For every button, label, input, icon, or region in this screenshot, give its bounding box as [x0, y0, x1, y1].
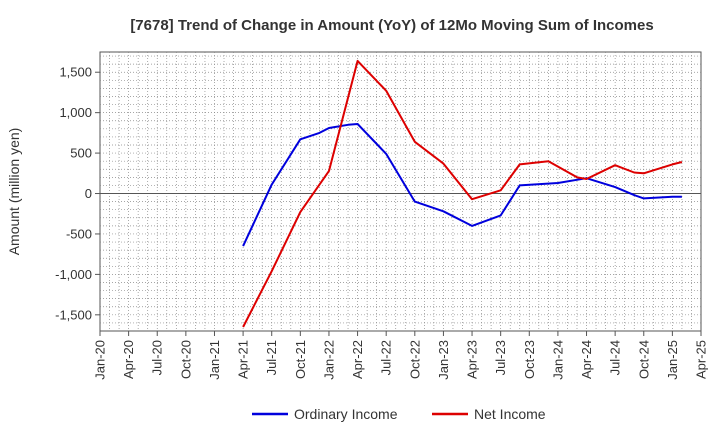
x-tick-label: Jul-22 — [379, 340, 394, 375]
x-tick-label: Apr-24 — [579, 340, 594, 379]
legend-label: Ordinary Income — [294, 406, 398, 422]
x-tick-label: Apr-22 — [350, 340, 365, 379]
x-tick-label: Oct-24 — [636, 340, 651, 379]
series-line-net-income — [242, 59, 683, 328]
y-tick-label: 1,500 — [59, 65, 92, 80]
x-tick-label: Apr-20 — [121, 340, 136, 379]
x-tick-label: Jul-20 — [150, 340, 165, 375]
x-tick-label: Apr-25 — [694, 340, 709, 379]
y-tick-label: -1,500 — [55, 307, 92, 322]
legend-label: Net Income — [474, 406, 546, 422]
x-tick-label: Jan-20 — [93, 340, 108, 380]
x-tick-label: Jan-24 — [550, 340, 565, 380]
chart-title: [7678] Trend of Change in Amount (YoY) o… — [130, 17, 653, 34]
x-tick-label: Jul-24 — [608, 340, 623, 375]
x-tick-label: Jan-22 — [321, 340, 336, 380]
x-tick-label: Jul-23 — [493, 340, 508, 375]
x-tick-label: Oct-23 — [522, 340, 537, 379]
y-tick-label: -500 — [66, 226, 92, 241]
y-tick-label: 1,000 — [59, 105, 92, 120]
x-tick-label: Apr-23 — [465, 340, 480, 379]
x-tick-label: Oct-20 — [178, 340, 193, 379]
x-tick-label: Oct-22 — [407, 340, 422, 379]
x-tick-label: Jan-23 — [436, 340, 451, 380]
y-axis-label: Amount (million yen) — [6, 128, 22, 256]
series-line-ordinary-income — [242, 123, 682, 247]
x-tick-label: Jan-21 — [207, 340, 222, 380]
x-tick-label: Jul-21 — [264, 340, 279, 375]
y-tick-label: 0 — [85, 186, 92, 201]
x-tick-label: Oct-21 — [293, 340, 308, 379]
y-tick-label: 500 — [70, 146, 92, 161]
plot-area: -1,500 -1,000 -500 0 500 1,000 1,500 Jan-20 Apr-… — [55, 51, 709, 380]
legend: Ordinary Income Net Income — [252, 406, 546, 422]
x-tick-label: Apr-21 — [236, 340, 251, 379]
x-tick-label: Jan-25 — [665, 340, 680, 380]
plot-frame — [99, 51, 702, 332]
y-tick-label: -1,000 — [55, 267, 92, 282]
